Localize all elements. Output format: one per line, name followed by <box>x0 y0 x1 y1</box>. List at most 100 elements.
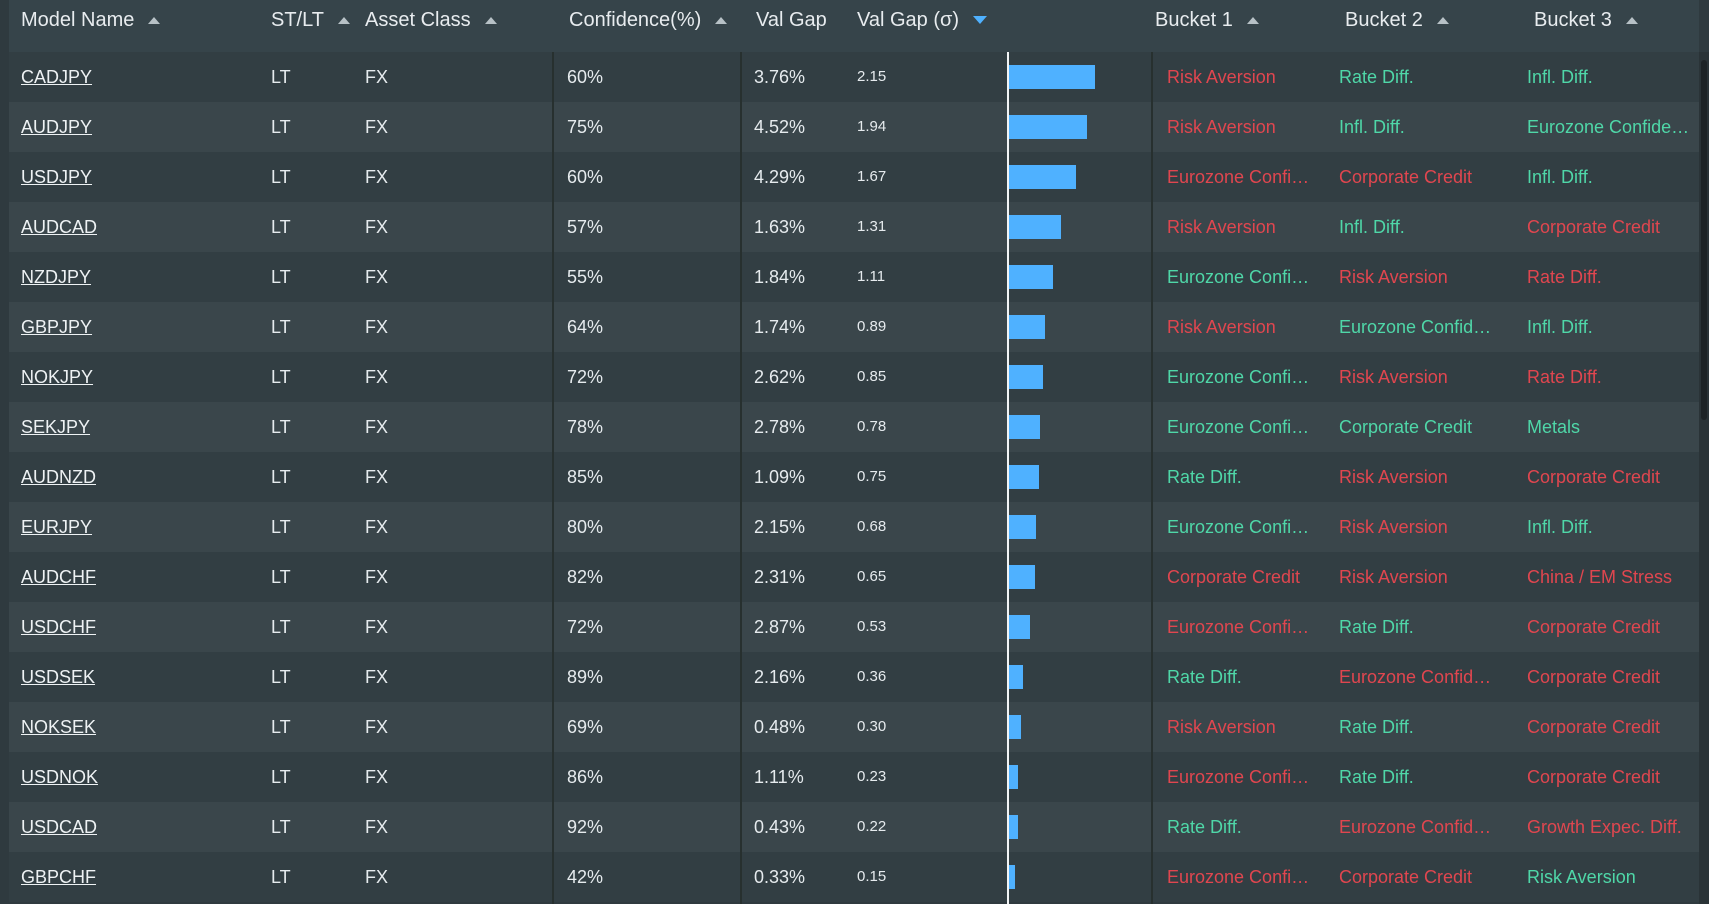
confidence-cell: 60% <box>567 67 604 87</box>
table-row[interactable]: NZDJPY LT FX 55% 1.84% 1.11 Eurozone Confidenc… <box>9 252 1699 302</box>
header-val-gap-label: Val Gap <box>756 9 827 31</box>
bucket3-cell: Metals <box>1527 417 1581 437</box>
bucket1-cell: Eurozone Confidence <box>1167 367 1317 387</box>
model-name-link[interactable]: AUDNZD <box>21 467 96 487</box>
bucket2-cell: Eurozone Confidence <box>1339 817 1499 837</box>
bucket2-cell: Infl. Diff. <box>1339 117 1405 137</box>
table-row[interactable]: AUDCAD LT FX 57% 1.63% 1.31 Risk Aversion Infl.… <box>9 202 1699 252</box>
table-row[interactable]: USDSEK LT FX 89% 2.16% 0.36 Rate Diff. Eurozone… <box>9 652 1699 702</box>
bucket3-cell: Infl. Diff. <box>1527 317 1593 337</box>
table-row[interactable]: AUDNZD LT FX 85% 1.09% 0.75 Rate Diff. Risk Ave… <box>9 452 1699 502</box>
model-name-link[interactable]: EURJPY <box>21 517 93 537</box>
bucket1-cell: Risk Aversion <box>1167 217 1276 237</box>
table-row[interactable]: CADJPY LT FX 60% 3.76% 2.15 Risk Aversion Rate … <box>9 52 1699 102</box>
confidence-cell: 92% <box>567 817 604 837</box>
val-gap-sigma-bar <box>1009 615 1030 639</box>
val-gap-sigma-bar <box>1009 415 1040 439</box>
table-row[interactable]: USDCAD LT FX 92% 0.43% 0.22 Rate Diff. Eurozone… <box>9 802 1699 852</box>
model-name-link[interactable]: USDNOK <box>21 767 99 787</box>
val-gap-sigma-bar <box>1009 465 1039 489</box>
val-gap-sigma-bar <box>1009 65 1095 89</box>
table-row[interactable]: SEKJPY LT FX 78% 2.78% 0.78 Eurozone Confidenc… <box>9 402 1699 452</box>
model-name-link[interactable]: NOKSEK <box>21 717 97 737</box>
model-name-link[interactable]: USDJPY <box>21 167 93 187</box>
val-gap-sigma-cell: 0.65 <box>857 568 887 585</box>
table-row[interactable]: GBPJPY LT FX 64% 1.74% 0.89 Risk Aversion Euroz… <box>9 302 1699 352</box>
model-name-link[interactable]: USDCAD <box>21 817 98 837</box>
table-row[interactable]: USDJPY LT FX 60% 4.29% 1.67 Eurozone Confidenc… <box>9 152 1699 202</box>
val-gap-sigma-bar <box>1009 265 1053 289</box>
bucket3-cell: Corporate Credit <box>1527 717 1661 737</box>
model-name-link[interactable]: GBPCHF <box>21 867 97 887</box>
bucket3-cell: Corporate Credit <box>1527 467 1661 487</box>
header-bucket1[interactable]: Bucket 1 <box>1155 0 1259 40</box>
st-lt-cell: LT <box>271 617 291 637</box>
bucket3-cell: Corporate Credit <box>1527 767 1661 787</box>
table-row[interactable]: EURJPY LT FX 80% 2.15% 0.68 Eurozone Confidenc… <box>9 502 1699 552</box>
val-gap-sigma-bar <box>1009 515 1036 539</box>
model-name-link[interactable]: NOKJPY <box>21 367 94 387</box>
model-name-link[interactable]: GBPJPY <box>21 317 93 337</box>
model-name-link[interactable]: SEKJPY <box>21 417 91 437</box>
model-name-link[interactable]: NZDJPY <box>21 267 92 287</box>
sort-asc-icon <box>337 16 350 24</box>
val-gap-sigma-cell: 1.94 <box>857 118 887 135</box>
table-row[interactable]: AUDCHF LT FX 82% 2.31% 0.65 Corporate Credit Ri… <box>9 552 1699 602</box>
val-gap-sigma-bar <box>1009 815 1018 839</box>
table-row[interactable]: NOKSEK LT FX 69% 0.48% 0.30 Risk Aversion Rate … <box>9 702 1699 752</box>
model-name-link[interactable]: AUDCAD <box>21 217 98 237</box>
table-row[interactable]: AUDJPY LT FX 75% 4.52% 1.94 Risk Aversion Infl.… <box>9 102 1699 152</box>
table-row[interactable]: GBPCHF LT FX 42% 0.33% 0.15 Eurozone Confidenc… <box>9 852 1699 902</box>
table-row[interactable]: NOKJPY LT FX 72% 2.62% 0.85 Eurozone Confidenc… <box>9 352 1699 402</box>
bucket2-cell: Eurozone Confidence <box>1339 667 1499 687</box>
model-name-link[interactable]: AUDJPY <box>21 117 93 137</box>
val-gap-cell: 0.48% <box>754 717 806 737</box>
val-gap-cell: 1.74% <box>754 317 806 337</box>
bucket3-cell: Rate Diff. <box>1527 267 1602 287</box>
bucket2-cell: Risk Aversion <box>1339 567 1448 587</box>
confidence-cell: 55% <box>567 267 604 287</box>
asset-class-cell: FX <box>365 867 389 887</box>
confidence-cell: 75% <box>567 117 604 137</box>
model-name-link[interactable]: CADJPY <box>21 67 93 87</box>
sort-asc-icon <box>715 16 728 24</box>
bucket3-cell: Infl. Diff. <box>1527 517 1593 537</box>
header-asset-class[interactable]: Asset Class <box>365 0 497 40</box>
asset-class-cell: FX <box>365 67 389 87</box>
header-model-name[interactable]: Model Name <box>21 0 161 40</box>
model-name-link[interactable]: USDSEK <box>21 667 96 687</box>
header-bucket2-label: Bucket 2 <box>1345 9 1423 31</box>
header-val-gap[interactable]: Val Gap <box>756 0 827 40</box>
model-name-link[interactable]: AUDCHF <box>21 567 96 587</box>
st-lt-cell: LT <box>271 367 291 387</box>
confidence-cell: 80% <box>567 517 604 537</box>
table-row[interactable]: USDCHF LT FX 72% 2.87% 0.53 Eurozone Confidenc… <box>9 602 1699 652</box>
asset-class-cell: FX <box>365 717 389 737</box>
vertical-scrollbar[interactable] <box>1699 52 1709 904</box>
val-gap-sigma-cell: 0.75 <box>857 468 887 485</box>
model-name-link[interactable]: USDCHF <box>21 617 96 637</box>
val-gap-cell: 2.16% <box>754 667 806 687</box>
column-divider <box>740 52 742 904</box>
header-bucket3[interactable]: Bucket 3 <box>1534 0 1638 40</box>
scrollbar-thumb[interactable] <box>1701 60 1707 420</box>
st-lt-cell: LT <box>271 667 291 687</box>
data-grid: Model Name ST/LT Asset Class Confidence(… <box>9 0 1699 904</box>
bucket1-cell: Eurozone Confidence <box>1167 767 1317 787</box>
bar-axis-line <box>1007 52 1009 904</box>
bucket3-cell: Risk Aversion <box>1527 867 1636 887</box>
bucket3-cell: Corporate Credit <box>1527 617 1661 637</box>
header-bucket1-label: Bucket 1 <box>1155 9 1233 31</box>
header-st-lt[interactable]: ST/LT <box>271 0 350 40</box>
table-row[interactable]: USDNOK LT FX 86% 1.11% 0.23 Eurozone Confidenc… <box>9 752 1699 802</box>
asset-class-cell: FX <box>365 167 389 187</box>
header-confidence[interactable]: Confidence(%) <box>569 0 728 40</box>
bucket1-cell: Rate Diff. <box>1167 667 1242 687</box>
st-lt-cell: LT <box>271 867 291 887</box>
bucket3-cell: Infl. Diff. <box>1527 67 1593 87</box>
val-gap-sigma-cell: 1.67 <box>857 168 887 185</box>
val-gap-sigma-bar <box>1009 165 1076 189</box>
header-val-gap-sigma[interactable]: Val Gap (σ) <box>857 0 988 40</box>
header-bucket2[interactable]: Bucket 2 <box>1345 0 1449 40</box>
bucket1-cell: Eurozone Confidence <box>1167 867 1317 887</box>
